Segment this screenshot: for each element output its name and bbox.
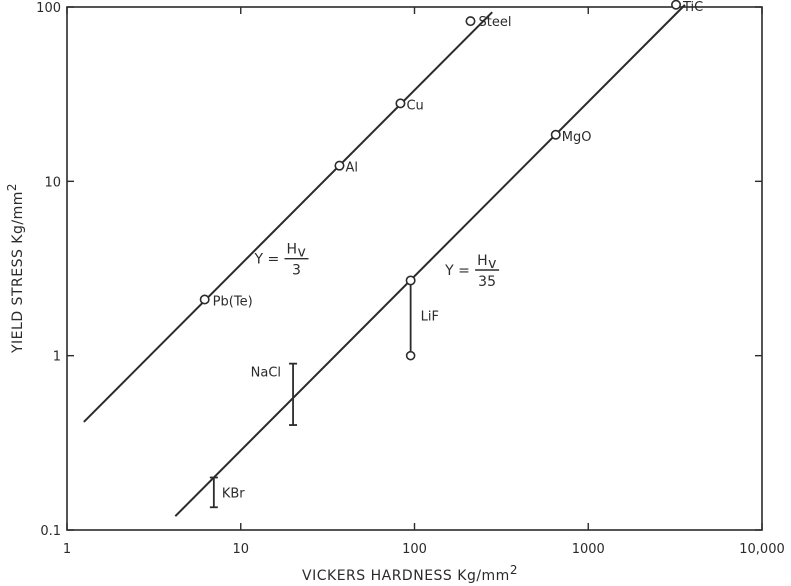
fit-lines	[83, 4, 686, 517]
point-labels: Pb(Te) Al Cu Steel MgO TiC LiF NaCl KBr	[213, 0, 704, 501]
point-mgo	[550, 129, 561, 140]
equation-denominator: 35	[478, 274, 496, 290]
point-steel	[465, 16, 476, 27]
y-tick-label: 0.1	[40, 524, 61, 539]
point-tic	[671, 0, 682, 10]
label-nacl: NaCl	[251, 365, 281, 380]
equation-subscript: v	[298, 245, 306, 261]
label-pbte: Pb(Te)	[213, 294, 253, 309]
y-tick-label: 10	[44, 175, 61, 190]
x-axis-title: VICKERS HARDNESS Kg/mm2	[302, 563, 518, 584]
point-lif	[405, 275, 416, 286]
point-cu	[395, 98, 406, 109]
label-lif: LiF	[421, 309, 439, 324]
x-tick-label: 10	[232, 542, 249, 557]
label-mgo: MgO	[562, 130, 592, 145]
equation-numerator: H	[287, 242, 298, 258]
x-tick-label: 1000	[572, 542, 605, 557]
fit-line-h3	[83, 11, 493, 423]
equation-numerator: H	[477, 253, 488, 269]
equation-lhs: Y =	[254, 252, 280, 268]
x-tick-label: 1	[63, 542, 71, 557]
fit-line-h35	[174, 4, 686, 517]
data-points	[199, 0, 682, 305]
label-tic: TiC	[682, 0, 703, 15]
plot-frame	[66, 6, 763, 531]
equation-denominator: 3	[292, 263, 301, 279]
y-tick-label: 1	[53, 350, 61, 365]
x-tick-label: 10,000	[739, 542, 785, 557]
y-axis-title: YIELD STRESS Kg/mm2	[5, 183, 26, 354]
label-steel: Steel	[478, 15, 511, 30]
equations: Y = H v 3 Y = H v 35	[254, 242, 500, 290]
label-al: Al	[345, 161, 358, 176]
point-al	[334, 160, 345, 171]
point-pbte	[199, 294, 210, 305]
range-bars	[209, 280, 416, 509]
label-cu: Cu	[406, 98, 423, 113]
x-tick-label: 100	[402, 542, 427, 557]
label-kbr: KBr	[222, 486, 245, 501]
y-tick-label: 100	[36, 1, 61, 16]
range-end-marker	[405, 350, 416, 361]
equation-lhs: Y =	[444, 263, 470, 279]
equation-subscript: v	[488, 256, 496, 272]
